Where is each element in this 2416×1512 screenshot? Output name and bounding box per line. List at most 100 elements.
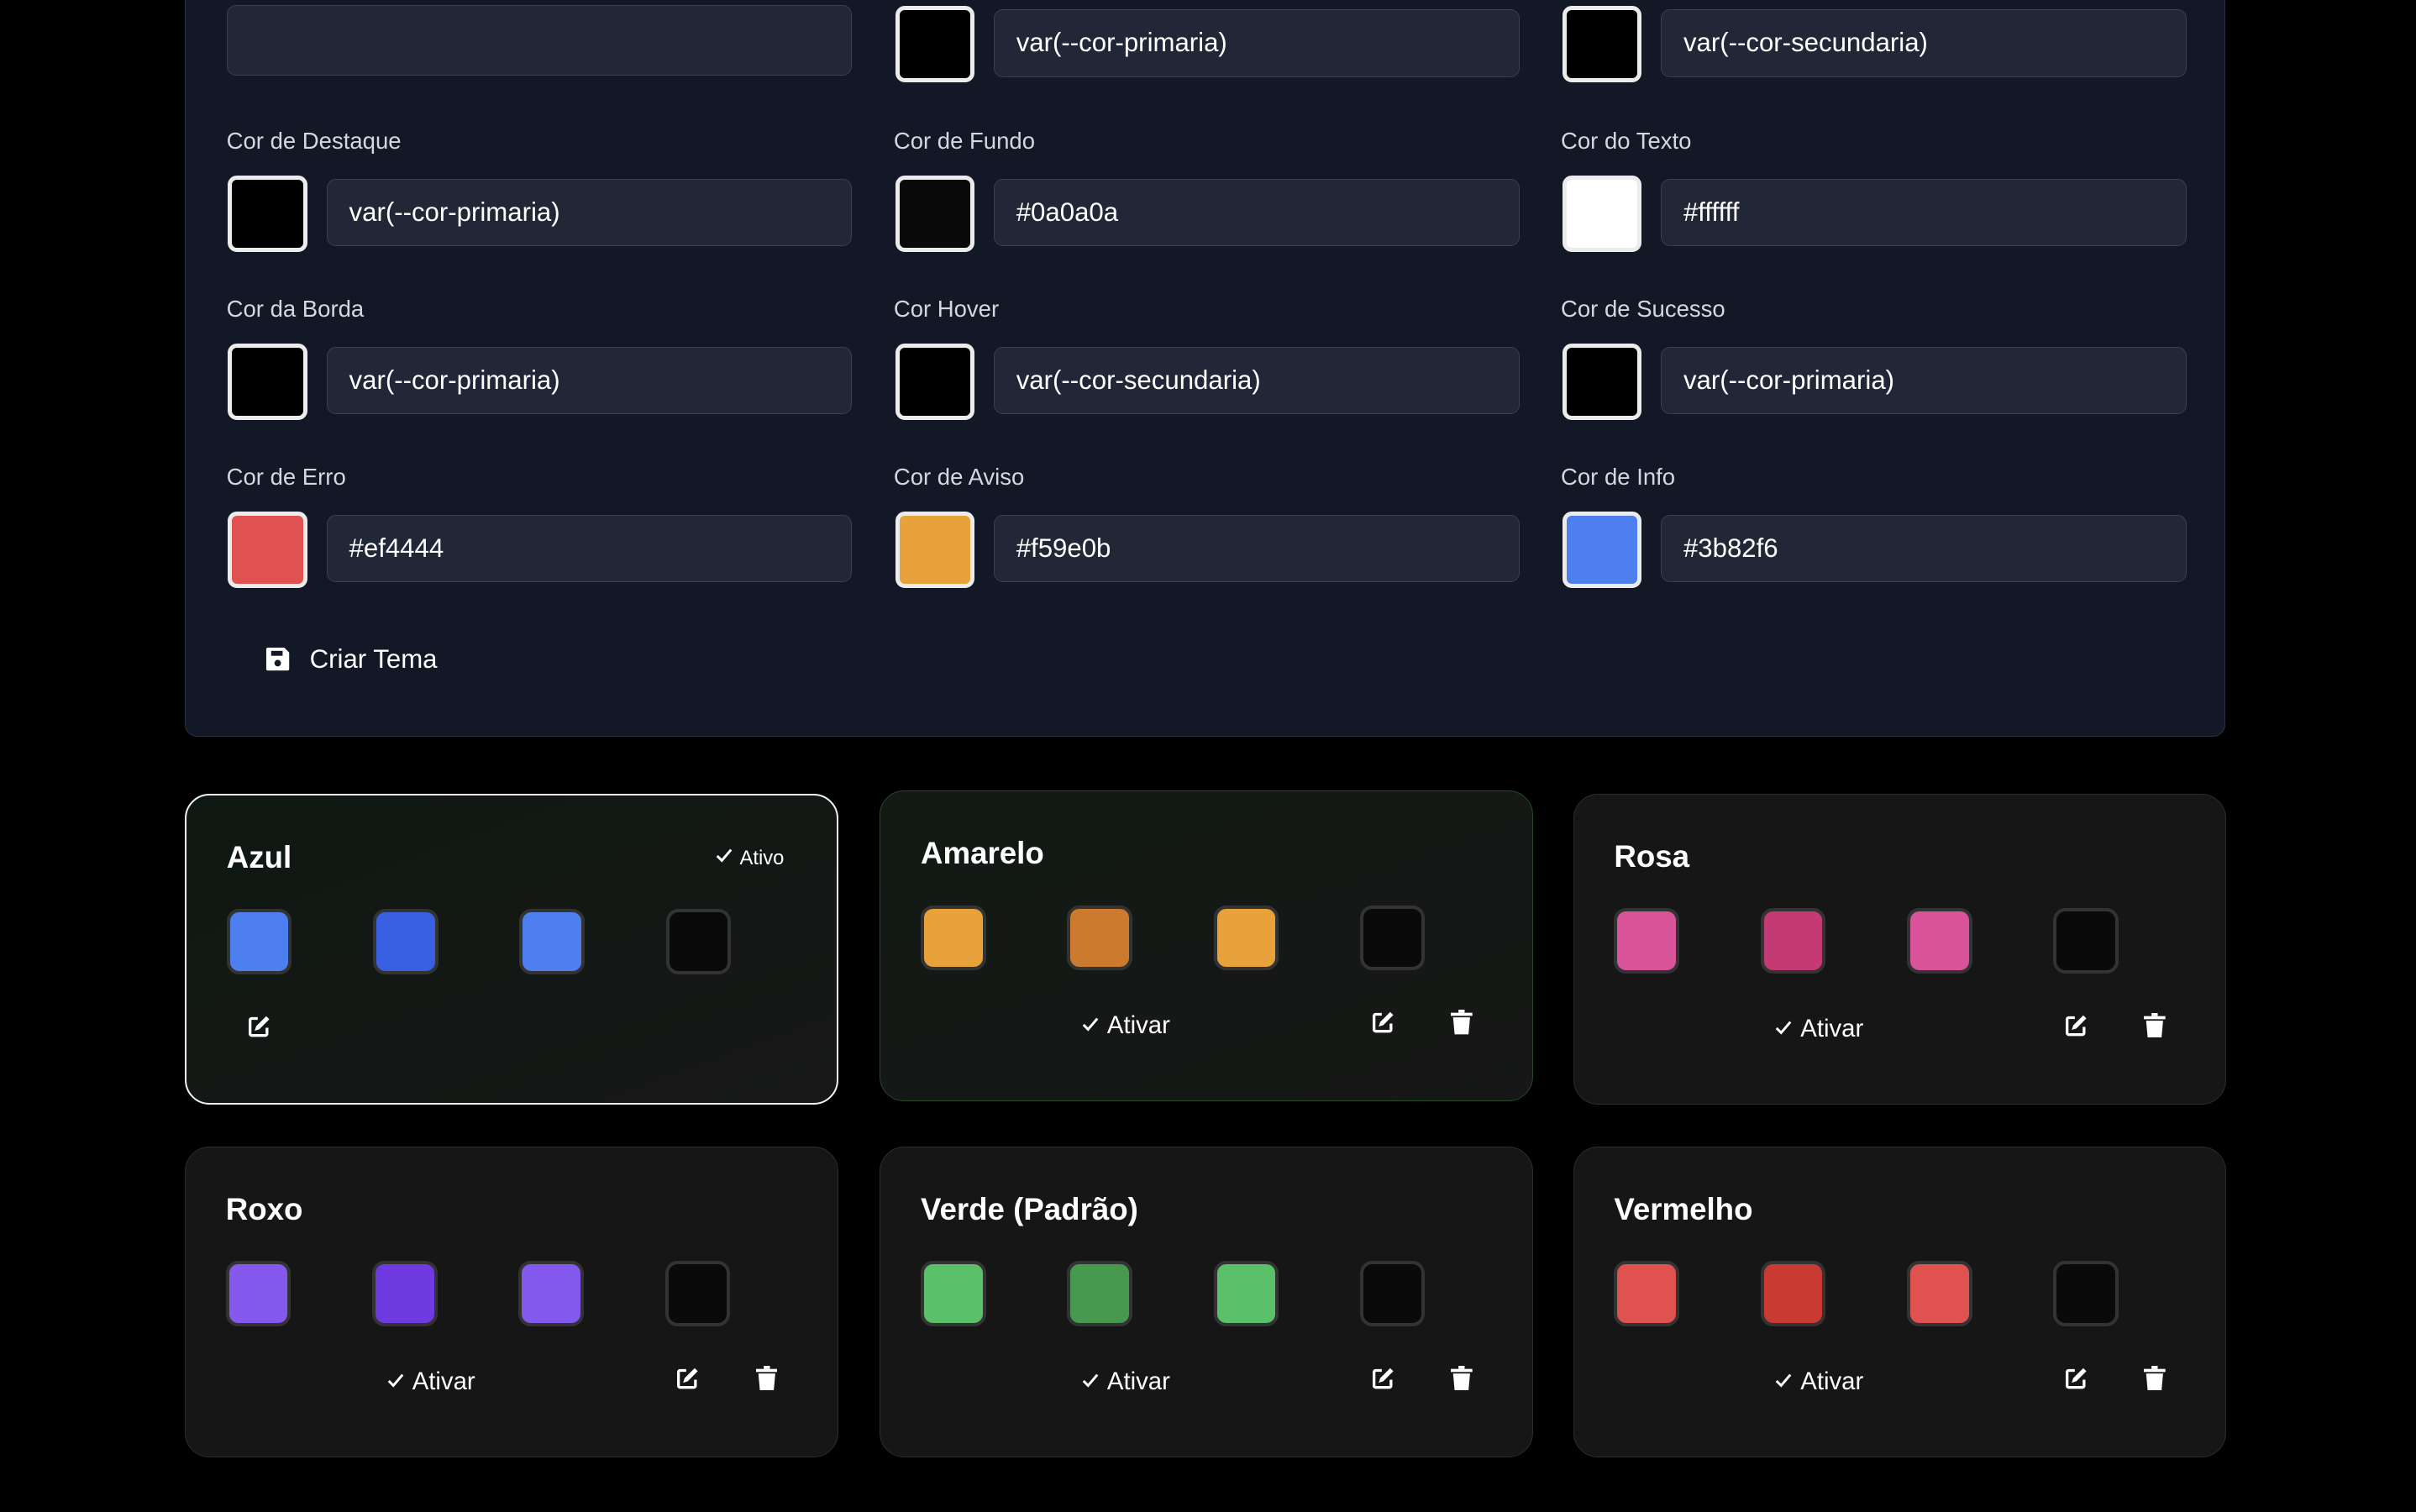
theme-color-swatch (373, 909, 439, 975)
active-badge: Ativo (715, 846, 784, 870)
edit-icon[interactable] (1371, 1010, 1399, 1037)
theme-color-swatch (1906, 908, 1972, 974)
color-swatch[interactable] (895, 6, 975, 83)
color-swatch[interactable] (895, 176, 975, 252)
activate-label: Ativar (412, 1367, 475, 1395)
trash-icon[interactable] (2144, 1366, 2172, 1394)
theme-name: Azul (226, 839, 292, 874)
field-label: Cor de Fundo (893, 128, 1035, 155)
text-input[interactable] (226, 4, 853, 76)
color-swatch[interactable] (1562, 344, 1642, 420)
activate-label: Ativar (1800, 1367, 1864, 1395)
theme-color-swatch (1067, 905, 1132, 971)
color-value-input[interactable]: var(--cor-primaria) (326, 178, 853, 247)
color-swatch[interactable] (1562, 511, 1642, 588)
color-swatch[interactable] (895, 344, 975, 420)
activate-button[interactable]: Ativar (1081, 1011, 1170, 1040)
trash-icon[interactable] (1450, 1010, 1478, 1037)
theme-color-swatch (1906, 1261, 1972, 1327)
edit-icon[interactable] (247, 1014, 275, 1042)
theme-color-swatch (2053, 1261, 2119, 1327)
trash-icon[interactable] (755, 1366, 784, 1394)
active-label: Ativo (739, 846, 785, 869)
field-label: Cor da Borda (226, 296, 365, 323)
theme-card[interactable]: Roxo Ativar (185, 1146, 838, 1458)
create-theme-button[interactable]: Criar Tema (265, 643, 438, 675)
color-value-input[interactable]: #3b82f6 (1661, 514, 2187, 583)
theme-name: Roxo (225, 1191, 303, 1226)
color-value-input[interactable]: #0a0a0a (994, 178, 1520, 247)
color-value-input[interactable]: var(--cor-primaria) (1661, 346, 2187, 415)
color-swatch[interactable] (1562, 176, 1642, 252)
theme-color-swatch (921, 1261, 986, 1327)
theme-color-swatch (519, 909, 585, 975)
theme-card[interactable]: Amarelo Ativar (880, 790, 1534, 1102)
field-label: Cor do Texto (1561, 128, 1692, 155)
color-swatch[interactable] (228, 344, 307, 420)
theme-color-swatch (372, 1261, 438, 1327)
trash-icon[interactable] (2144, 1013, 2172, 1041)
check-icon (386, 1368, 405, 1396)
theme-name: Rosa (1614, 838, 1690, 874)
theme-name: Verde (Padrão) (921, 1191, 1138, 1226)
edit-icon[interactable] (1371, 1366, 1399, 1394)
theme-color-swatch (225, 1261, 291, 1327)
theme-color-swatch (1213, 905, 1279, 971)
theme-color-swatch (921, 905, 986, 971)
theme-color-swatch (2053, 908, 2119, 974)
activate-button[interactable]: Ativar (386, 1368, 475, 1396)
color-swatch[interactable] (228, 511, 307, 588)
edit-icon[interactable] (2064, 1013, 2092, 1041)
trash-icon[interactable] (1450, 1366, 1478, 1394)
check-icon (715, 846, 733, 870)
theme-card[interactable]: Rosa Ativar (1573, 793, 2227, 1105)
theme-color-swatch (664, 1261, 731, 1327)
color-value-input[interactable]: var(--cor-secundaria) (1661, 9, 2187, 77)
check-icon (1081, 1368, 1100, 1396)
theme-color-swatch (1760, 908, 1826, 974)
color-value-input[interactable]: #ef4444 (326, 514, 853, 583)
edit-icon[interactable] (2064, 1366, 2092, 1394)
color-swatch[interactable] (1562, 6, 1642, 83)
activate-label: Ativar (1800, 1014, 1864, 1042)
edit-icon[interactable] (675, 1366, 703, 1394)
theme-color-swatch (1213, 1261, 1279, 1327)
theme-color-swatch (518, 1261, 584, 1327)
field-label: Cor de Sucesso (1561, 296, 1725, 323)
field-label: Cor Hover (893, 296, 1000, 323)
theme-color-swatch (1359, 905, 1426, 971)
theme-color-swatch (1614, 908, 1680, 974)
activate-label: Ativar (1106, 1011, 1170, 1040)
field-label: Cor de Info (1561, 464, 1676, 491)
theme-color-swatch (1760, 1261, 1826, 1327)
field-label: Cor de Erro (226, 464, 346, 491)
color-value-input[interactable]: var(--cor-primaria) (326, 346, 853, 415)
theme-color-swatch (226, 909, 292, 975)
field-label: Cor de Destaque (226, 128, 402, 155)
color-value-input[interactable]: var(--cor-secundaria) (994, 346, 1520, 415)
theme-color-swatch (1614, 1261, 1680, 1327)
activate-label: Ativar (1106, 1367, 1170, 1395)
activate-button[interactable]: Ativar (1774, 1368, 1863, 1396)
field-label: Cor de Aviso (893, 464, 1025, 491)
color-value-input[interactable]: #ffffff (1661, 178, 2187, 247)
save-icon (266, 648, 290, 671)
theme-color-swatch (1067, 1261, 1132, 1327)
create-theme-label: Criar Tema (309, 643, 438, 674)
check-icon (1081, 1011, 1100, 1040)
activate-button[interactable]: Ativar (1081, 1368, 1170, 1396)
theme-color-swatch (665, 909, 732, 975)
color-swatch[interactable] (228, 176, 307, 252)
color-value-input[interactable]: #f59e0b (994, 514, 1520, 583)
check-icon (1774, 1015, 1793, 1043)
color-value-input[interactable]: var(--cor-primaria) (994, 9, 1520, 77)
check-icon (1774, 1368, 1793, 1396)
activate-button[interactable]: Ativar (1774, 1015, 1863, 1043)
theme-card[interactable]: Vermelho Ativar (1573, 1146, 2227, 1458)
color-swatch[interactable] (895, 511, 975, 588)
theme-name: Vermelho (1614, 1191, 1753, 1226)
theme-card[interactable]: Azul Ativo (185, 793, 838, 1105)
theme-card[interactable]: Verde (Padrão) Ativar (880, 1146, 1534, 1458)
theme-name: Amarelo (921, 836, 1044, 871)
